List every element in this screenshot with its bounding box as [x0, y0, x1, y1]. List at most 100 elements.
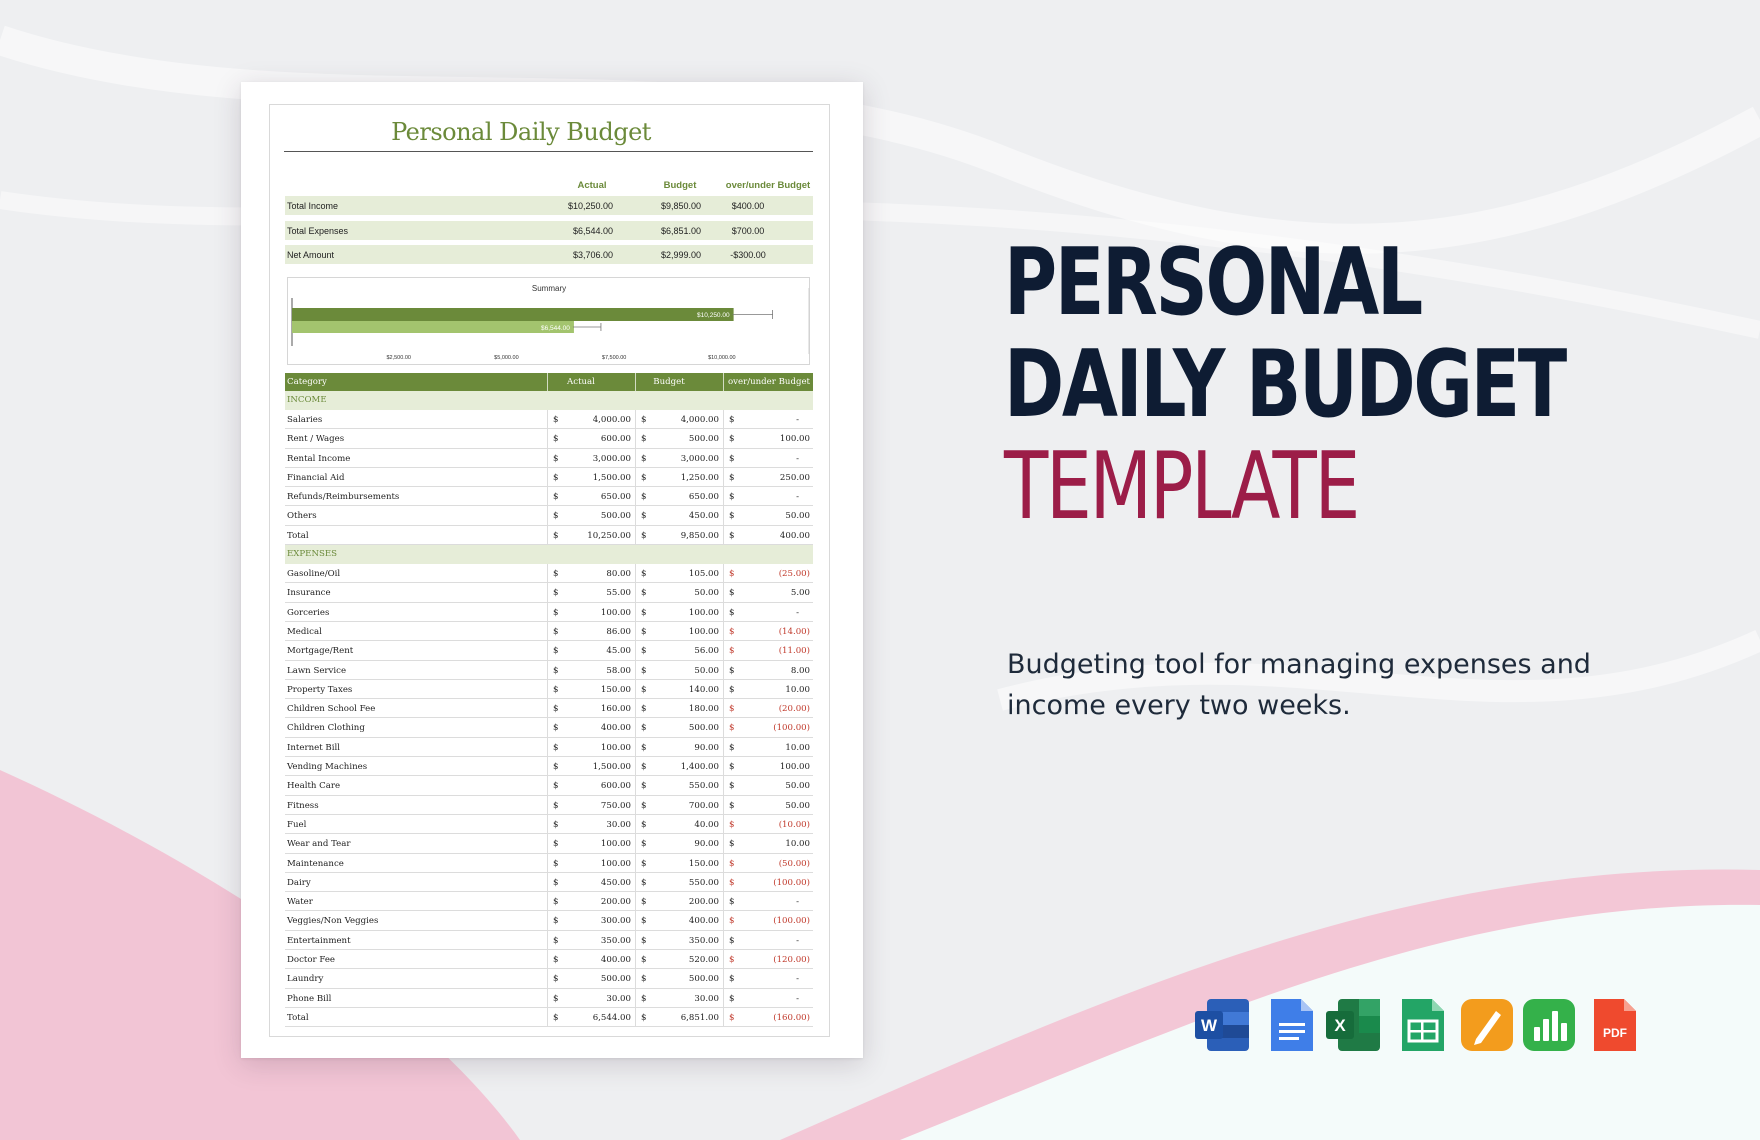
column-separator: [723, 814, 724, 834]
currency-symbol: $: [729, 626, 735, 637]
currency-symbol: $: [553, 858, 559, 869]
summary-row-expenses: Total Expenses $6,544.00 $6,851.00 $700.…: [285, 221, 813, 240]
chart-tick-label-0: $2,500.00: [386, 355, 410, 361]
cell-over-under: -: [796, 993, 799, 1004]
column-separator: [547, 602, 548, 621]
cell-actual: 4,000.00: [592, 415, 631, 425]
column-separator: [635, 911, 636, 930]
currency-symbol: $: [729, 569, 735, 580]
cell-budget: 500.00: [688, 974, 719, 985]
section-label: EXPENSES: [287, 549, 338, 560]
column-separator: [635, 583, 636, 602]
column-separator: [547, 892, 548, 911]
cell-category: Wear and Tear: [287, 839, 351, 850]
summary-label: Net Amount: [287, 250, 335, 260]
cell-category: Property Taxes: [287, 684, 353, 695]
numbers-icon[interactable]: [1520, 997, 1578, 1053]
column-separator: [635, 988, 636, 1007]
table-row: Dairy $450.00 $550.00 $ (100.00): [285, 872, 813, 893]
budget-table: Category Actual Budget over/under Budget…: [285, 373, 813, 1028]
currency-symbol: $: [729, 434, 735, 445]
cell-budget: 56.00: [694, 646, 719, 657]
column-separator: [635, 795, 636, 814]
cell-over-under: -: [796, 897, 799, 908]
column-separator: [723, 467, 724, 487]
currency-symbol: $: [729, 492, 735, 503]
currency-symbol: $: [641, 646, 647, 657]
cell-category: Medical: [287, 626, 322, 637]
currency-symbol: $: [641, 472, 647, 483]
column-separator: [635, 621, 636, 641]
table-row: Rent / Wages $600.00 $500.00 $100.00: [285, 429, 813, 449]
currency-symbol: $: [641, 1012, 647, 1023]
cell-budget: 520.00: [688, 955, 719, 966]
currency-symbol: $: [553, 1012, 559, 1023]
cell-budget: 700.00: [688, 800, 719, 811]
column-separator: [723, 911, 724, 930]
cell-actual: 86.00: [606, 626, 631, 637]
currency-symbol: $: [641, 434, 647, 445]
cell-category: Vending Machines: [287, 762, 368, 773]
word-icon[interactable]: W: [1193, 997, 1251, 1053]
column-separator: [547, 467, 548, 487]
currency-symbol: $: [729, 530, 735, 541]
summary-budget: $2,999.00: [660, 250, 701, 260]
column-separator: [547, 795, 548, 814]
summary-label: Total Expenses: [287, 226, 349, 236]
google-docs-icon[interactable]: [1263, 997, 1321, 1053]
column-separator: [723, 699, 724, 718]
cell-actual: 300.00: [600, 916, 631, 927]
income-total-row: Total $10,250.00 $9,850.00 $400.00: [285, 525, 813, 546]
cell-actual: 100.00: [600, 742, 631, 753]
cell-actual: 30.00: [606, 819, 631, 830]
summary-actual: $10,250.00: [567, 201, 613, 211]
currency-symbol: $: [641, 704, 647, 715]
currency-symbol: $: [553, 453, 559, 464]
word-icon-letter: W: [1201, 1016, 1218, 1035]
column-separator: [547, 506, 548, 525]
currency-symbol: $: [553, 935, 559, 946]
column-separator: [723, 776, 724, 795]
column-separator: [635, 892, 636, 911]
cell-over-under: 100.00: [779, 762, 810, 773]
column-separator: [547, 757, 548, 776]
cell-actual: 100.00: [600, 858, 631, 869]
cell-over-under: 50.00: [785, 781, 810, 792]
cell-category: Rent / Wages: [287, 434, 345, 445]
column-separator: [723, 834, 724, 853]
pages-icon[interactable]: [1458, 997, 1516, 1053]
column-separator: [547, 834, 548, 853]
currency-symbol: $: [729, 897, 735, 908]
cell-over-under: (14.00): [778, 626, 810, 637]
cell-over-under: (160.00): [773, 1012, 810, 1023]
cell-budget: 1,250.00: [680, 472, 719, 483]
currency-symbol: $: [729, 607, 735, 618]
income-rows: Salaries $4,000.00 $4,000.00 $ - Rent / Wages…: [285, 410, 813, 546]
column-separator: [635, 487, 636, 506]
currency-symbol: $: [729, 993, 735, 1004]
cell-actual: 150.00: [600, 684, 631, 695]
cell-actual: 160.00: [600, 704, 631, 715]
cell-category: Total: [287, 1012, 309, 1023]
column-separator: [723, 892, 724, 911]
cell-over-under: (10.00): [778, 819, 810, 830]
column-separator: [723, 718, 724, 737]
google-sheets-icon[interactable]: [1394, 997, 1452, 1053]
currency-symbol: $: [641, 626, 647, 637]
column-separator: [547, 718, 548, 737]
currency-symbol: $: [641, 607, 647, 618]
cell-budget: 90.00: [694, 839, 719, 850]
summary-budget: $6,851.00: [660, 226, 701, 236]
chart-bar-label-0: $10,250.00: [697, 312, 730, 319]
cell-budget: 105.00: [688, 569, 719, 580]
cell-budget: 100.00: [688, 626, 719, 637]
currency-symbol: $: [553, 781, 559, 792]
summary-budget: $9,850.00: [660, 201, 701, 211]
summary-header-over: over/under Budget: [725, 180, 811, 191]
pdf-icon[interactable]: PDF: [1586, 997, 1644, 1053]
currency-symbol: $: [641, 955, 647, 966]
summary-actual: $3,706.00: [572, 250, 613, 260]
currency-symbol: $: [641, 588, 647, 599]
excel-icon[interactable]: X: [1324, 997, 1382, 1053]
cell-category: Laundry: [287, 974, 324, 985]
